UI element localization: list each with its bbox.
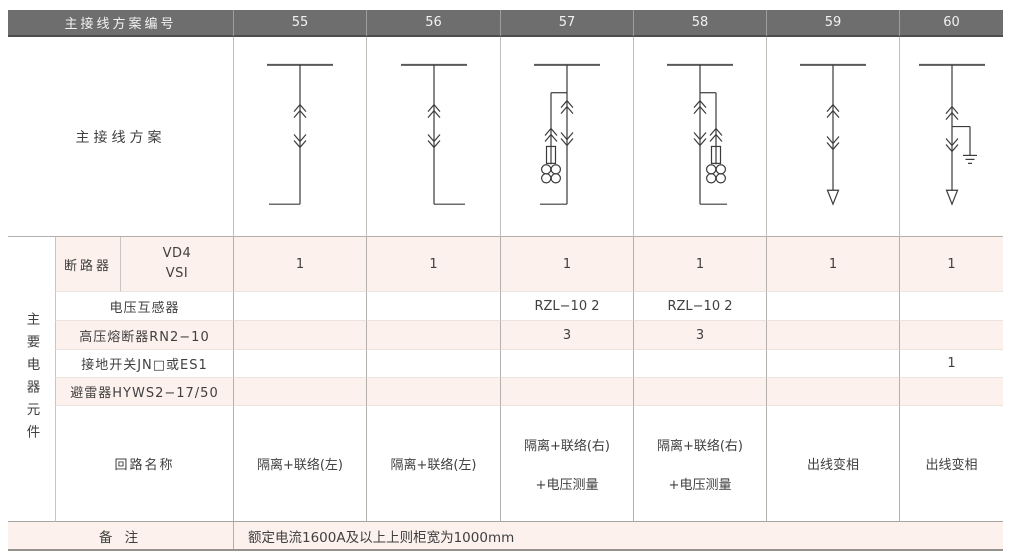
cell-earth-s60: 1 — [899, 350, 1003, 378]
header-scheme-59: 59 — [766, 10, 899, 37]
header-title: 主接线方案编号 — [8, 10, 233, 37]
cell-fuse-s56 — [366, 321, 500, 350]
cell-breaker-s55: 1 — [233, 237, 366, 292]
cell-breaker-s57: 1 — [500, 237, 633, 292]
components-group-label-cell: 主要电器元件 — [8, 237, 55, 522]
circuit-text: 隔离+联络(左) — [390, 458, 477, 473]
fuse-row-label: 高压熔断器RN2−10 — [55, 321, 233, 350]
components-group-label: 主要电器元件 — [23, 311, 40, 447]
earth-switch-row-label: 接地开关JN□或ES1 — [55, 350, 233, 378]
circuit-text: 隔离+联络(左) — [256, 458, 344, 473]
remark-label: 备 注 — [8, 522, 233, 549]
cell-arrester-s60 — [899, 378, 1003, 406]
header-scheme-55: 55 — [233, 10, 366, 37]
cell-fuse-s60 — [899, 321, 1003, 350]
scheme-diagram-55 — [233, 37, 366, 237]
header-scheme-58: 58 — [633, 10, 766, 37]
cell-arrester-s58 — [633, 378, 766, 406]
cell-circuit-s56: 隔离+联络(左) — [366, 406, 500, 522]
circuit-text: 隔离+联络(右) — [523, 438, 611, 454]
cell-circuit-s58: 隔离+联络(右) +电压测量 — [633, 406, 766, 522]
cell-pt-s60 — [899, 292, 1003, 321]
cell-fuse-s55 — [233, 321, 366, 350]
cell-arrester-s56 — [366, 378, 500, 406]
header-scheme-56: 56 — [366, 10, 500, 37]
breaker-model-vsi: VSI — [165, 266, 189, 281]
scheme-diagram-57 — [500, 37, 633, 237]
scheme-diagram-58 — [633, 37, 766, 237]
circuit-text: 出线变相 — [925, 458, 978, 473]
cell-earth-s57 — [500, 350, 633, 378]
cell-circuit-s59: 出线变相 — [766, 406, 899, 522]
breaker-models: VD4 VSI — [120, 237, 233, 292]
cell-breaker-s56: 1 — [366, 237, 500, 292]
cell-arrester-s59 — [766, 378, 899, 406]
cell-fuse-s57: 3 — [500, 321, 633, 350]
cell-circuit-s60: 出线变相 — [899, 406, 1003, 522]
cell-arrester-s57 — [500, 378, 633, 406]
circuit-text: 出线变相 — [806, 458, 859, 473]
cell-arrester-s55 — [233, 378, 366, 406]
cell-pt-s59 — [766, 292, 899, 321]
cell-fuse-s58: 3 — [633, 321, 766, 350]
cell-breaker-s58: 1 — [633, 237, 766, 292]
breaker-model-vd4: VD4 — [162, 245, 192, 261]
cell-breaker-s59: 1 — [766, 237, 899, 292]
cell-circuit-s55: 隔离+联络(左) — [233, 406, 366, 522]
cell-circuit-s57: 隔离+联络(右) +电压测量 — [500, 406, 633, 522]
scheme-diagram-56 — [366, 37, 500, 237]
cell-earth-s55 — [233, 350, 366, 378]
circuit-text: +电压测量 — [668, 477, 732, 493]
cell-pt-s58: RZL−10 2 — [633, 292, 766, 321]
header-scheme-60: 60 — [899, 10, 1003, 37]
breaker-label: 断路器 — [55, 237, 120, 292]
circuit-text: 隔离+联络(右) — [656, 438, 744, 454]
arrester-row-label: 避雷器HYWS2−17/50 — [55, 378, 233, 406]
cell-earth-s59 — [766, 350, 899, 378]
pt-row-label: 电压互感器 — [55, 292, 233, 321]
cell-pt-s56 — [366, 292, 500, 321]
cell-fuse-s59 — [766, 321, 899, 350]
cell-earth-s56 — [366, 350, 500, 378]
scheme-diagram-60 — [899, 37, 1003, 237]
cell-breaker-s60: 1 — [899, 237, 1003, 292]
cell-pt-s57: RZL−10 2 — [500, 292, 633, 321]
scheme-diagram-59 — [766, 37, 899, 237]
circuit-name-label: 回路名称 — [55, 406, 233, 522]
cell-pt-s55 — [233, 292, 366, 321]
header-scheme-57: 57 — [500, 10, 633, 37]
circuit-text: +电压测量 — [535, 477, 599, 493]
cell-earth-s58 — [633, 350, 766, 378]
main-wiring-scheme-table: 主接线方案编号 55 56 57 58 59 60 主接线方案 主要电器元件 断… — [8, 10, 1003, 551]
remark-text: 额定电流1600A及以上上则柜宽为1000mm — [233, 522, 1003, 549]
diagram-row-label: 主接线方案 — [8, 37, 233, 237]
